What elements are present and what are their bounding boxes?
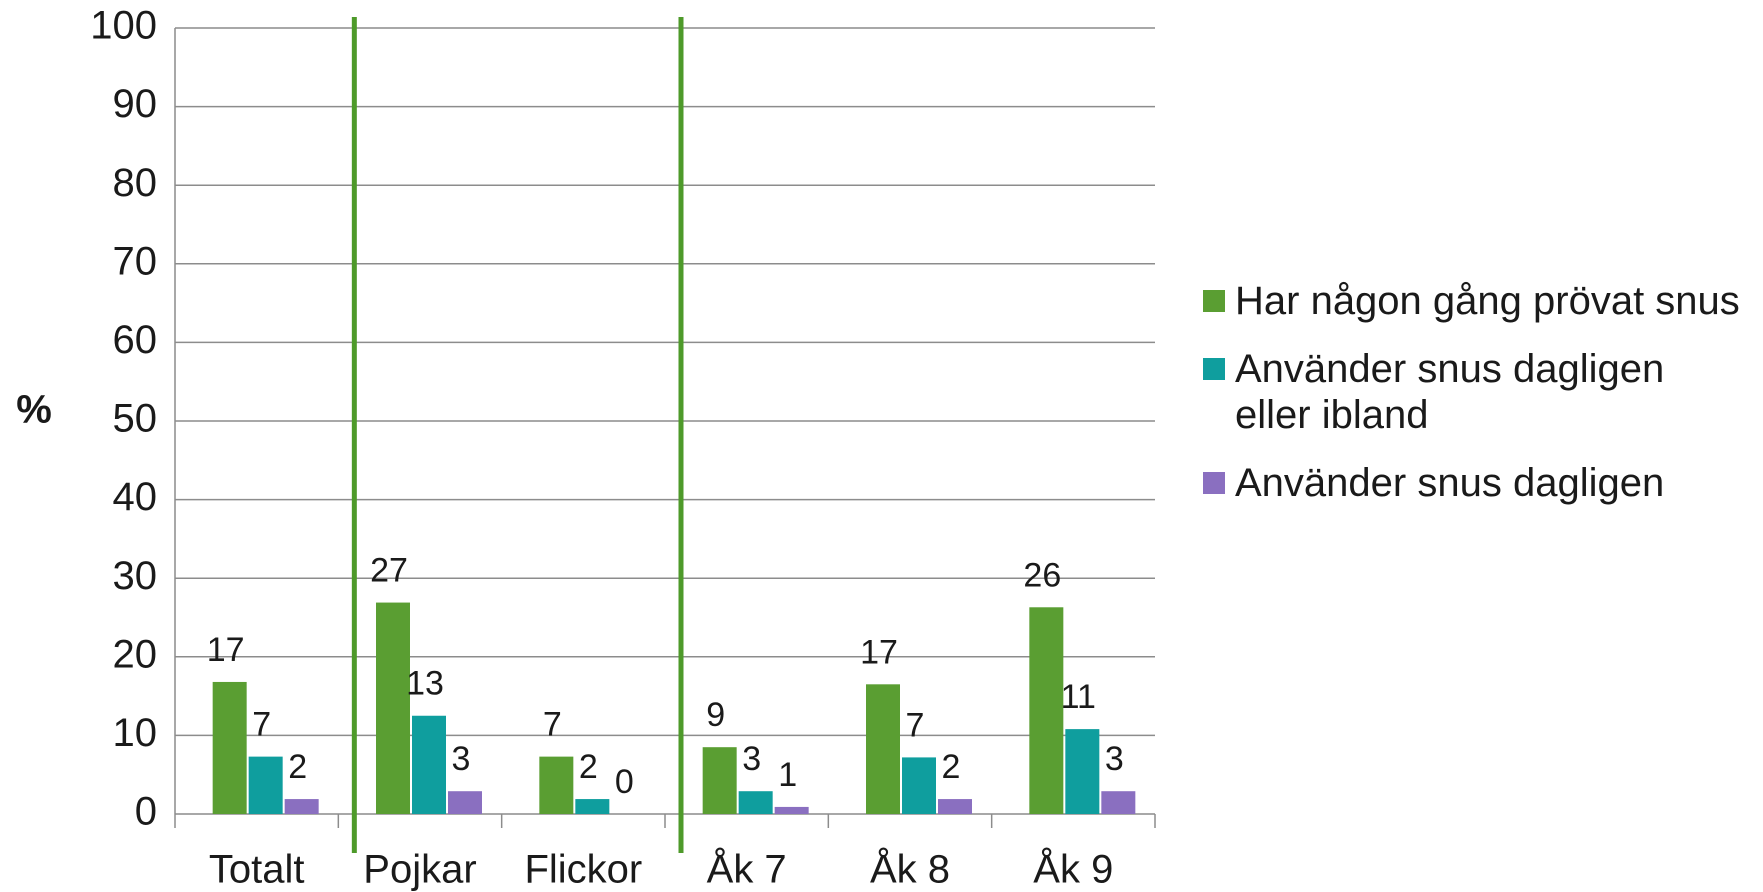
bar: [702, 747, 737, 814]
bar: [738, 791, 773, 814]
data-label: 17: [860, 633, 898, 671]
legend-swatch: [1203, 358, 1225, 380]
data-label: 2: [942, 748, 961, 786]
bar: [248, 756, 283, 814]
bar: [774, 806, 809, 814]
y-tick-label: 30: [113, 554, 158, 598]
data-label: 7: [543, 706, 562, 744]
bar: [938, 799, 972, 814]
data-label: 27: [370, 552, 408, 590]
x-tick-label: Totalt: [209, 848, 305, 892]
legend-label: Har någon gång prövat snus: [1235, 279, 1740, 323]
bar: [1101, 791, 1136, 814]
bar: [575, 799, 610, 814]
legend-swatch: [1203, 472, 1225, 494]
y-tick-label: 60: [113, 318, 158, 362]
y-tick-label: 20: [113, 632, 158, 676]
data-label: 7: [252, 706, 271, 744]
bar: [902, 757, 936, 814]
data-label: 9: [706, 696, 725, 734]
x-tick-label: Åk 8: [870, 847, 950, 892]
data-label: 26: [1023, 556, 1061, 594]
bar: [376, 602, 410, 814]
legend-entry: Använder snus dagligen: [1203, 460, 1748, 506]
data-label: 13: [406, 665, 444, 703]
x-tick-label: Åk 9: [1033, 847, 1113, 892]
bar: [1065, 729, 1100, 814]
x-tick-label: Flickor: [524, 848, 642, 892]
data-label: 2: [579, 748, 598, 786]
data-label: 17: [207, 631, 245, 669]
x-tick-label: Åk 7: [707, 847, 787, 892]
y-tick-label: 100: [90, 4, 157, 48]
y-tick-label: 50: [113, 397, 158, 441]
y-tick-label: 10: [113, 711, 158, 755]
legend-entry: Har någon gång prövat snus: [1203, 278, 1748, 324]
bar: [212, 681, 247, 814]
data-label: 7: [906, 706, 925, 744]
data-label: 1: [778, 756, 797, 794]
bar: [448, 791, 482, 814]
bar: [539, 756, 574, 814]
bar: [1029, 607, 1064, 814]
data-label: 2: [288, 748, 307, 786]
y-tick-label: 70: [113, 239, 158, 283]
x-tick-label: Pojkar: [363, 848, 476, 892]
legend-swatch: [1203, 290, 1225, 312]
y-tick-label: 40: [113, 475, 158, 519]
data-label: 3: [452, 740, 471, 778]
data-label: 3: [1105, 740, 1124, 778]
bar: [284, 799, 319, 814]
y-tick-label: 80: [113, 161, 158, 205]
y-tick-label: 90: [113, 82, 158, 126]
bar: [412, 715, 446, 814]
y-tick-label: 0: [135, 790, 157, 834]
legend-label: Använder snus dagligen eller ibland: [1235, 347, 1665, 437]
bar: [866, 684, 900, 814]
legend-label: Använder snus dagligen: [1235, 461, 1665, 505]
data-label: 0: [615, 763, 634, 801]
legend: Har någon gång prövat snus Använder snus …: [1203, 278, 1748, 528]
legend-entry: Använder snus dagligen eller ibland: [1203, 346, 1748, 438]
data-label: 3: [742, 740, 761, 778]
y-axis-label: %: [16, 388, 52, 432]
data-label: 11: [1061, 678, 1096, 716]
